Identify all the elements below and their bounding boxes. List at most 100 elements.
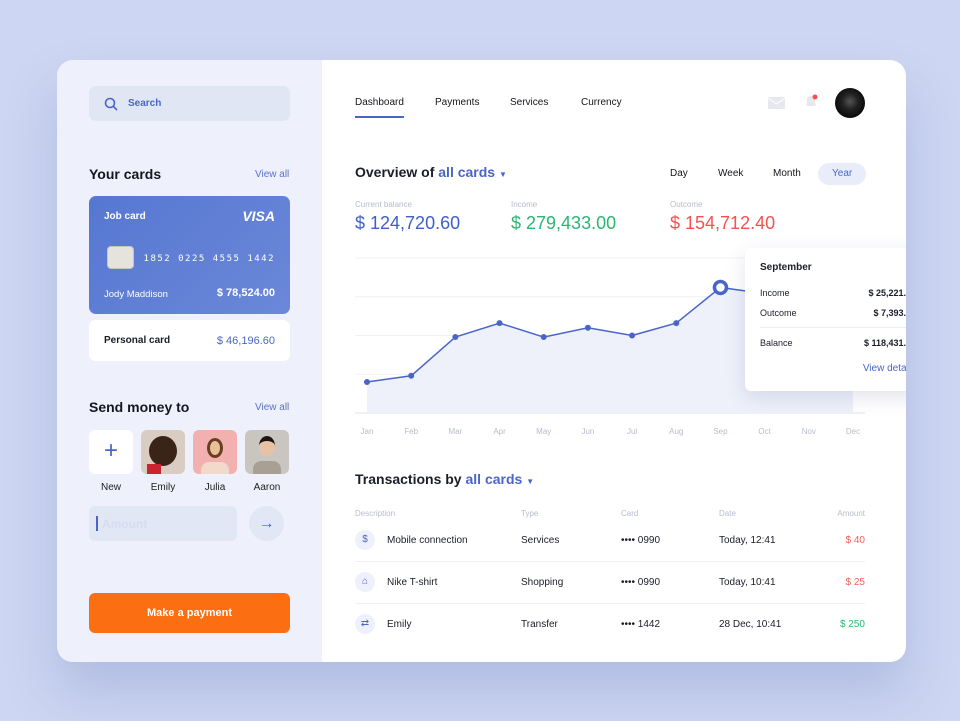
contact-name: Emily bbox=[150, 482, 176, 493]
stat-label: Outcome bbox=[670, 200, 703, 209]
transaction-type: Transfer bbox=[521, 619, 558, 630]
transaction-date: 28 Dec, 10:41 bbox=[719, 619, 782, 630]
amount-placeholder: Amount bbox=[102, 517, 148, 531]
card-balance: $ 78,524.00 bbox=[216, 287, 275, 299]
chart-area bbox=[367, 287, 853, 413]
search-input[interactable]: Search bbox=[89, 86, 290, 121]
send-button[interactable]: → bbox=[249, 506, 284, 541]
data-point bbox=[452, 334, 459, 341]
contact-avatar-emily[interactable] bbox=[141, 430, 185, 474]
overview-card-filter[interactable]: all cards ▼ bbox=[438, 164, 507, 180]
overview-title-text: Overview of bbox=[355, 164, 435, 180]
transactions-card-filter[interactable]: all cards ▼ bbox=[465, 471, 534, 487]
data-point bbox=[584, 324, 591, 331]
filter-label: all cards bbox=[438, 164, 496, 180]
transaction-date: Today, 12:41 bbox=[719, 535, 776, 546]
tooltip-value: $ 7,393.00 bbox=[873, 308, 906, 318]
caret-down-icon: ▼ bbox=[526, 477, 535, 486]
send-view-all-link[interactable]: View all bbox=[255, 402, 290, 413]
x-tick-label: Sep bbox=[713, 427, 728, 436]
column-header: Type bbox=[521, 509, 539, 518]
x-tick-label: Oct bbox=[758, 427, 771, 436]
data-point bbox=[408, 372, 415, 379]
data-point bbox=[540, 334, 547, 341]
contact-name: Julia bbox=[204, 482, 226, 493]
transaction-description: Nike T-shirt bbox=[387, 577, 438, 588]
bell-icon[interactable] bbox=[804, 94, 818, 110]
transaction-date: Today, 10:41 bbox=[719, 577, 776, 588]
data-point bbox=[673, 320, 680, 327]
stat-label: Income bbox=[511, 200, 538, 209]
x-tick-label: Dec bbox=[846, 427, 860, 436]
transactions-title: Transactions by all cards ▼ bbox=[355, 471, 534, 487]
transfer-icon: ⇄ bbox=[355, 614, 375, 634]
dollar-icon: $ bbox=[355, 530, 375, 550]
highlight-point bbox=[712, 279, 729, 296]
your-cards-title: Your cards bbox=[89, 166, 162, 182]
contact-avatar-julia[interactable] bbox=[193, 430, 237, 474]
search-placeholder: Search bbox=[128, 98, 162, 109]
period-year[interactable]: Year bbox=[818, 163, 867, 185]
make-payment-button[interactable]: Make a payment bbox=[89, 593, 290, 633]
tooltip-balance: $ 118,431.72 bbox=[863, 338, 906, 348]
column-header: Amount bbox=[837, 509, 865, 518]
table-row[interactable]: ⌂ Nike T-shirt Shopping •••• 0990 Today,… bbox=[355, 562, 865, 604]
plus-icon: + bbox=[103, 437, 118, 464]
tab-currency[interactable]: Currency bbox=[581, 97, 622, 108]
caret-down-icon: ▼ bbox=[498, 170, 507, 179]
data-point bbox=[496, 320, 503, 327]
x-tick-label: Mar bbox=[448, 427, 462, 436]
card-balance: $ 46,196.60 bbox=[216, 335, 275, 347]
contact-avatar-aaron[interactable] bbox=[245, 430, 289, 474]
stat-label: Current balance bbox=[355, 200, 412, 209]
column-header: Date bbox=[719, 509, 736, 518]
divider bbox=[760, 327, 906, 328]
table-row[interactable]: ⇄ Emily Transfer •••• 1442 28 Dec, 10:41… bbox=[355, 604, 865, 646]
tab-payments[interactable]: Payments bbox=[435, 97, 480, 108]
x-tick-label: Aug bbox=[669, 427, 683, 436]
data-point bbox=[629, 332, 636, 339]
visa-logo: VISA bbox=[242, 208, 275, 224]
tooltip-label: Income bbox=[760, 288, 790, 298]
transaction-type: Services bbox=[521, 535, 560, 546]
filter-label: all cards bbox=[465, 471, 523, 487]
tooltip-label: Outcome bbox=[760, 308, 797, 318]
sidebar: Search Your cards View all Job card VISA… bbox=[57, 60, 322, 662]
overview-title: Overview of all cards ▼ bbox=[355, 164, 507, 180]
job-card[interactable]: Job card VISA 1852 0225 4555 1442 Jody M… bbox=[89, 196, 290, 314]
chart-tooltip: September Income $ 25,221.00 Outcome $ 7… bbox=[745, 248, 906, 391]
view-details-link[interactable]: View details bbox=[862, 363, 906, 374]
stat-balance-value: $ 124,720.60 bbox=[355, 213, 461, 233]
period-month[interactable]: Month bbox=[773, 168, 801, 179]
card-name: Personal card bbox=[104, 335, 171, 346]
transaction-card: •••• 0990 bbox=[621, 577, 661, 588]
contact-name: New bbox=[100, 482, 121, 493]
tab-services[interactable]: Services bbox=[510, 97, 549, 108]
search-icon bbox=[104, 97, 118, 111]
x-tick-label: May bbox=[536, 427, 551, 436]
stat-income-value: $ 279,433.00 bbox=[511, 213, 617, 233]
arrow-right-icon: → bbox=[258, 515, 275, 532]
transaction-amount: $ 25 bbox=[845, 577, 865, 588]
transactions-title-text: Transactions by bbox=[355, 471, 462, 487]
transaction-description: Emily bbox=[387, 619, 412, 630]
mail-icon[interactable] bbox=[768, 97, 785, 109]
card-holder: Jody Maddison bbox=[104, 289, 168, 300]
x-tick-label: Jun bbox=[581, 427, 594, 436]
x-tick-label: Apr bbox=[493, 427, 506, 436]
tooltip-month: September bbox=[760, 262, 812, 273]
tab-dashboard[interactable]: Dashboard bbox=[355, 97, 404, 118]
personal-card[interactable]: Personal card $ 46,196.60 bbox=[89, 320, 290, 361]
transaction-card: •••• 0990 bbox=[621, 535, 661, 546]
amount-input[interactable]: Amount bbox=[89, 506, 237, 541]
add-contact-button[interactable]: + bbox=[89, 430, 133, 474]
period-week[interactable]: Week bbox=[718, 168, 744, 179]
profile-avatar[interactable] bbox=[835, 88, 865, 118]
tooltip-label: Balance bbox=[760, 338, 793, 348]
transaction-description: Mobile connection bbox=[387, 535, 468, 546]
cards-view-all-link[interactable]: View all bbox=[255, 169, 290, 180]
x-tick-label: Jul bbox=[627, 427, 637, 436]
transaction-card: •••• 1442 bbox=[621, 619, 661, 630]
period-day[interactable]: Day bbox=[670, 168, 688, 179]
table-row[interactable]: $ Mobile connection Services •••• 0990 T… bbox=[355, 520, 865, 562]
